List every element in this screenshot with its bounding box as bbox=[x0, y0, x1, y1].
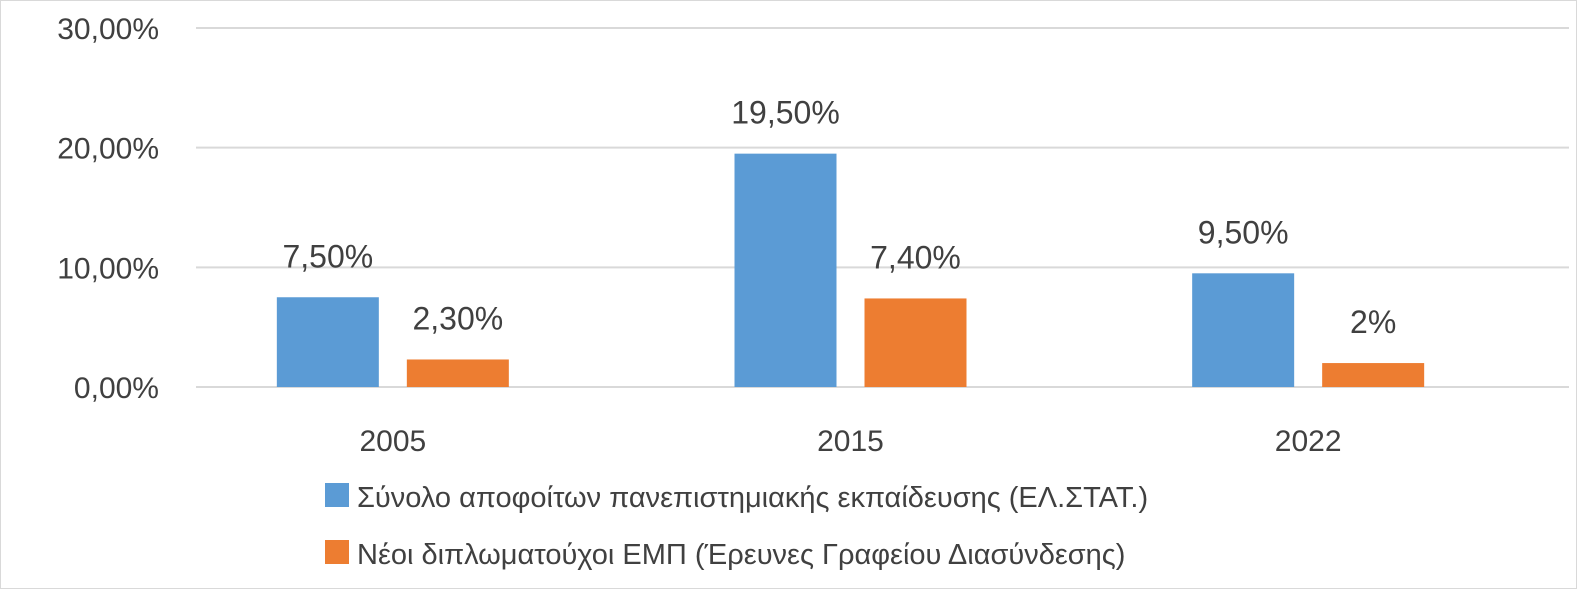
bar-series-2-2015 bbox=[864, 298, 967, 387]
y-tick-label: 30,00% bbox=[57, 13, 159, 46]
data-label-series-2-2022: 2% bbox=[1350, 304, 1396, 340]
y-axis-tick-labels: 0,00% 10,00% 20,00% 30,00% bbox=[57, 13, 159, 405]
bar-series-2-2022 bbox=[1322, 363, 1425, 387]
bar-series-2-2005 bbox=[406, 359, 509, 387]
x-category-label: 2005 bbox=[359, 425, 426, 458]
data-label-series-2-2015: 7,40% bbox=[870, 239, 961, 275]
x-axis-category-labels: 2005 2015 2022 bbox=[359, 425, 1341, 458]
legend-label-series-1: Σύνολο αποφοίτων πανεπιστημιακής εκπαίδε… bbox=[357, 482, 1148, 514]
data-label-series-1-2015: 19,50% bbox=[731, 95, 840, 131]
bar-series-1-2015 bbox=[734, 153, 837, 387]
data-label-series-1-2005: 7,50% bbox=[282, 238, 373, 274]
x-category-label: 2015 bbox=[817, 425, 884, 458]
bar-series-1-2005 bbox=[276, 297, 379, 387]
bar-series-1-2022 bbox=[1192, 273, 1295, 387]
legend: Σύνολο αποφοίτων πανεπιστημιακής εκπαίδε… bbox=[325, 482, 1148, 571]
y-tick-label: 0,00% bbox=[74, 372, 159, 405]
legend-label-series-2: Νέοι διπλωματούχοι ΕΜΠ (Έρευνες Γραφείου… bbox=[357, 539, 1125, 571]
bars bbox=[276, 153, 1425, 387]
legend-swatch-series-1 bbox=[325, 483, 349, 507]
y-tick-label: 10,00% bbox=[57, 252, 159, 285]
data-label-series-2-2005: 2,30% bbox=[412, 300, 503, 336]
data-labels: 7,50% 2,30% 19,50% 7,40% 9,50% 2% bbox=[282, 95, 1396, 340]
legend-swatch-series-2 bbox=[325, 540, 349, 564]
x-category-label: 2022 bbox=[1275, 425, 1342, 458]
y-tick-label: 20,00% bbox=[57, 133, 159, 166]
data-label-series-1-2022: 9,50% bbox=[1198, 214, 1289, 250]
